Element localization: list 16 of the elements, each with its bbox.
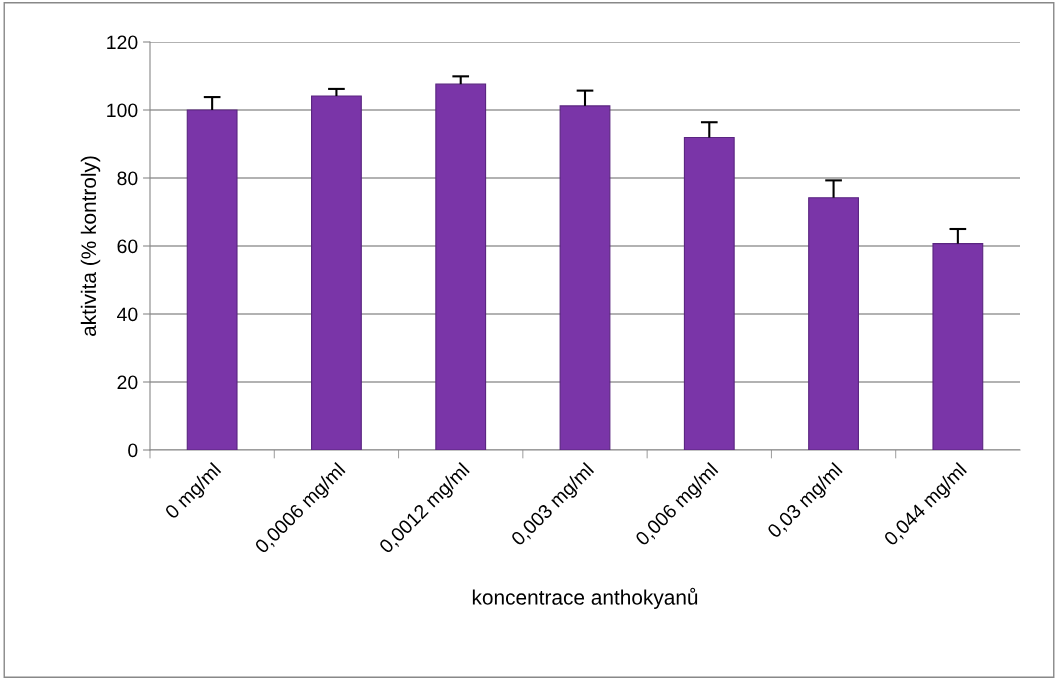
y-tick-label: 100 [107, 103, 138, 118]
bar [186, 109, 238, 450]
bar [435, 83, 487, 450]
x-axis-title: koncentrace anthokyanů [472, 587, 698, 609]
y-tick-label: 80 [117, 171, 138, 186]
y-tick-label: 60 [117, 239, 138, 254]
bar [311, 95, 362, 450]
y-tick-label: 20 [117, 375, 138, 390]
y-tick-label: 0 [128, 443, 138, 458]
bar [808, 197, 859, 450]
y-axis-title: aktivita (% kontroly) [80, 156, 101, 336]
bar [683, 136, 735, 450]
y-tick-label: 120 [107, 35, 138, 50]
y-tick-label: 40 [117, 307, 138, 322]
bar [559, 105, 611, 450]
bar [932, 243, 984, 450]
